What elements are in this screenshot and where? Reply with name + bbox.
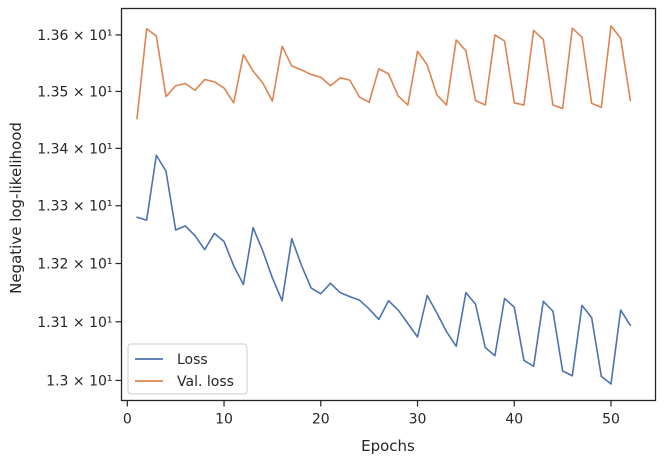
x-tick-label: 10 [215,412,233,428]
legend-label: Val. loss [177,374,234,390]
legend-label: Loss [177,352,208,368]
y-tick-label: 1.36 × 10¹ [37,28,112,44]
legend: Loss Val. loss [127,343,248,395]
series-line-loss [136,154,632,385]
x-tick-label: 0 [123,412,132,428]
x-tick-label: 50 [602,412,620,428]
series-line-val-loss [136,25,632,120]
y-tick-label: 1.35 × 10¹ [37,84,112,100]
y-tick-label: 1.3 × 10¹ [46,373,112,389]
y-tick-label: 1.31 × 10¹ [37,315,112,331]
x-axis: 0 10 20 30 40 50 [123,400,620,428]
x-tick-label: 40 [505,412,523,428]
y-tick-label: 1.33 × 10¹ [37,199,112,215]
x-axis-label: Epochs [361,437,415,455]
y-tick-label: 1.32 × 10¹ [37,257,112,273]
series-lines [136,25,632,385]
y-axis: 1.3 × 10¹ 1.31 × 10¹ 1.32 × 10¹ 1.33 × 10¹ 1… [37,28,122,389]
x-tick-label: 30 [409,412,427,428]
x-tick-label: 20 [312,412,330,428]
y-tick-label: 1.34 × 10¹ [37,141,112,157]
y-axis-label: Negative log-likelihood [7,122,25,294]
plot-background [120,7,657,402]
